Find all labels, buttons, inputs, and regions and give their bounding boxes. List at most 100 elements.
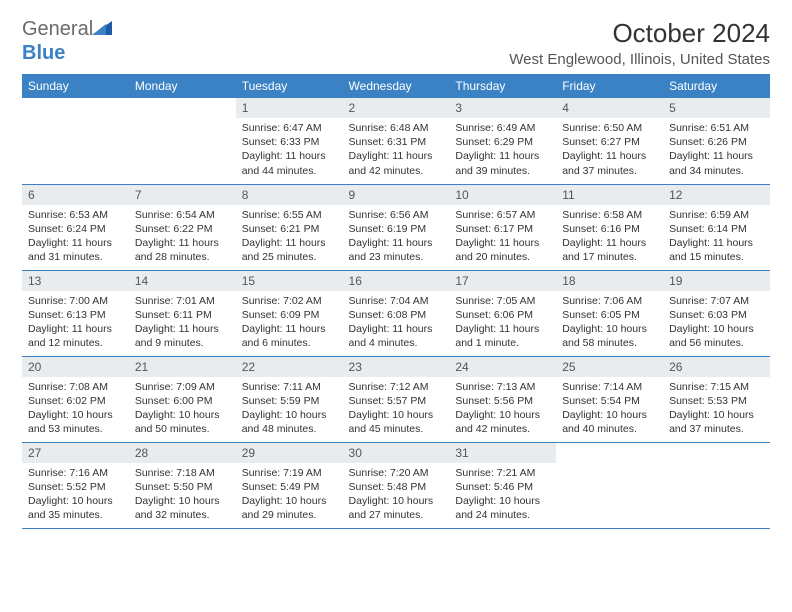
calendar-week-row: 13Sunrise: 7:00 AMSunset: 6:13 PMDayligh…: [22, 270, 770, 356]
weekday-header: Saturday: [663, 74, 770, 98]
day-number: 24: [449, 357, 556, 377]
day-number: 19: [663, 271, 770, 291]
calendar-cell: 24Sunrise: 7:13 AMSunset: 5:56 PMDayligh…: [449, 356, 556, 442]
day-number: 9: [343, 185, 450, 205]
day-number: 6: [22, 185, 129, 205]
day-number: 27: [22, 443, 129, 463]
calendar-week-row: 27Sunrise: 7:16 AMSunset: 5:52 PMDayligh…: [22, 442, 770, 528]
day-content: Sunrise: 7:02 AMSunset: 6:09 PMDaylight:…: [236, 291, 343, 356]
day-content: Sunrise: 6:57 AMSunset: 6:17 PMDaylight:…: [449, 205, 556, 270]
calendar-cell: 22Sunrise: 7:11 AMSunset: 5:59 PMDayligh…: [236, 356, 343, 442]
weekday-header: Tuesday: [236, 74, 343, 98]
day-number: 28: [129, 443, 236, 463]
day-number: 10: [449, 185, 556, 205]
calendar-cell: 7Sunrise: 6:54 AMSunset: 6:22 PMDaylight…: [129, 184, 236, 270]
day-number: 4: [556, 98, 663, 118]
calendar-table: SundayMondayTuesdayWednesdayThursdayFrid…: [22, 74, 770, 529]
calendar-cell: 28Sunrise: 7:18 AMSunset: 5:50 PMDayligh…: [129, 442, 236, 528]
day-content: Sunrise: 7:09 AMSunset: 6:00 PMDaylight:…: [129, 377, 236, 442]
day-number: 21: [129, 357, 236, 377]
day-number: 22: [236, 357, 343, 377]
day-number: 18: [556, 271, 663, 291]
day-content: Sunrise: 7:08 AMSunset: 6:02 PMDaylight:…: [22, 377, 129, 442]
day-number: 16: [343, 271, 450, 291]
calendar-cell: 30Sunrise: 7:20 AMSunset: 5:48 PMDayligh…: [343, 442, 450, 528]
day-number: 12: [663, 185, 770, 205]
day-content: Sunrise: 6:51 AMSunset: 6:26 PMDaylight:…: [663, 118, 770, 183]
day-content: Sunrise: 7:07 AMSunset: 6:03 PMDaylight:…: [663, 291, 770, 356]
day-content: Sunrise: 7:01 AMSunset: 6:11 PMDaylight:…: [129, 291, 236, 356]
weekday-header: Monday: [129, 74, 236, 98]
day-number: 7: [129, 185, 236, 205]
logo: General Blue: [22, 18, 112, 65]
day-number: 30: [343, 443, 450, 463]
calendar-cell: 25Sunrise: 7:14 AMSunset: 5:54 PMDayligh…: [556, 356, 663, 442]
day-content: Sunrise: 6:55 AMSunset: 6:21 PMDaylight:…: [236, 205, 343, 270]
calendar-cell: 26Sunrise: 7:15 AMSunset: 5:53 PMDayligh…: [663, 356, 770, 442]
day-content: Sunrise: 6:54 AMSunset: 6:22 PMDaylight:…: [129, 205, 236, 270]
day-content: Sunrise: 7:11 AMSunset: 5:59 PMDaylight:…: [236, 377, 343, 442]
calendar-body: 1Sunrise: 6:47 AMSunset: 6:33 PMDaylight…: [22, 98, 770, 528]
calendar-cell: 6Sunrise: 6:53 AMSunset: 6:24 PMDaylight…: [22, 184, 129, 270]
day-content: Sunrise: 7:13 AMSunset: 5:56 PMDaylight:…: [449, 377, 556, 442]
day-number: 11: [556, 185, 663, 205]
day-content: Sunrise: 6:56 AMSunset: 6:19 PMDaylight:…: [343, 205, 450, 270]
logo-blue-text: Blue: [22, 42, 65, 64]
calendar-week-row: 6Sunrise: 6:53 AMSunset: 6:24 PMDaylight…: [22, 184, 770, 270]
logo-general-text: General: [22, 18, 93, 40]
calendar-cell: 3Sunrise: 6:49 AMSunset: 6:29 PMDaylight…: [449, 98, 556, 184]
day-number: 5: [663, 98, 770, 118]
day-content: Sunrise: 6:49 AMSunset: 6:29 PMDaylight:…: [449, 118, 556, 183]
day-number: 2: [343, 98, 450, 118]
calendar-cell: 17Sunrise: 7:05 AMSunset: 6:06 PMDayligh…: [449, 270, 556, 356]
day-content: Sunrise: 7:05 AMSunset: 6:06 PMDaylight:…: [449, 291, 556, 356]
day-content: Sunrise: 7:20 AMSunset: 5:48 PMDaylight:…: [343, 463, 450, 528]
day-number: 1: [236, 98, 343, 118]
day-content: Sunrise: 6:47 AMSunset: 6:33 PMDaylight:…: [236, 118, 343, 183]
day-number: 23: [343, 357, 450, 377]
day-number: 15: [236, 271, 343, 291]
day-number: 14: [129, 271, 236, 291]
calendar-cell: 31Sunrise: 7:21 AMSunset: 5:46 PMDayligh…: [449, 442, 556, 528]
calendar-cell: 15Sunrise: 7:02 AMSunset: 6:09 PMDayligh…: [236, 270, 343, 356]
day-content: Sunrise: 6:48 AMSunset: 6:31 PMDaylight:…: [343, 118, 450, 183]
calendar-cell: 29Sunrise: 7:19 AMSunset: 5:49 PMDayligh…: [236, 442, 343, 528]
calendar-cell: 20Sunrise: 7:08 AMSunset: 6:02 PMDayligh…: [22, 356, 129, 442]
weekday-header: Thursday: [449, 74, 556, 98]
day-content: Sunrise: 7:12 AMSunset: 5:57 PMDaylight:…: [343, 377, 450, 442]
day-number: 3: [449, 98, 556, 118]
day-content: Sunrise: 7:04 AMSunset: 6:08 PMDaylight:…: [343, 291, 450, 356]
day-content: Sunrise: 6:59 AMSunset: 6:14 PMDaylight:…: [663, 205, 770, 270]
calendar-week-row: 20Sunrise: 7:08 AMSunset: 6:02 PMDayligh…: [22, 356, 770, 442]
day-content: Sunrise: 7:16 AMSunset: 5:52 PMDaylight:…: [22, 463, 129, 528]
day-content: Sunrise: 6:53 AMSunset: 6:24 PMDaylight:…: [22, 205, 129, 270]
weekday-header-row: SundayMondayTuesdayWednesdayThursdayFrid…: [22, 74, 770, 98]
day-content: Sunrise: 7:14 AMSunset: 5:54 PMDaylight:…: [556, 377, 663, 442]
day-number: 13: [22, 271, 129, 291]
day-number: 26: [663, 357, 770, 377]
day-content: Sunrise: 7:15 AMSunset: 5:53 PMDaylight:…: [663, 377, 770, 442]
calendar-cell: [556, 442, 663, 528]
calendar-cell: 2Sunrise: 6:48 AMSunset: 6:31 PMDaylight…: [343, 98, 450, 184]
calendar-cell: 8Sunrise: 6:55 AMSunset: 6:21 PMDaylight…: [236, 184, 343, 270]
calendar-cell: 18Sunrise: 7:06 AMSunset: 6:05 PMDayligh…: [556, 270, 663, 356]
location-text: West Englewood, Illinois, United States: [509, 51, 770, 68]
day-number: 25: [556, 357, 663, 377]
calendar-cell: 14Sunrise: 7:01 AMSunset: 6:11 PMDayligh…: [129, 270, 236, 356]
calendar-cell: 1Sunrise: 6:47 AMSunset: 6:33 PMDaylight…: [236, 98, 343, 184]
month-title: October 2024: [509, 18, 770, 49]
day-number: 17: [449, 271, 556, 291]
calendar-cell: 19Sunrise: 7:07 AMSunset: 6:03 PMDayligh…: [663, 270, 770, 356]
calendar-cell: 21Sunrise: 7:09 AMSunset: 6:00 PMDayligh…: [129, 356, 236, 442]
calendar-cell: 5Sunrise: 6:51 AMSunset: 6:26 PMDaylight…: [663, 98, 770, 184]
calendar-cell: 13Sunrise: 7:00 AMSunset: 6:13 PMDayligh…: [22, 270, 129, 356]
weekday-header: Friday: [556, 74, 663, 98]
day-number: 31: [449, 443, 556, 463]
calendar-cell: [663, 442, 770, 528]
calendar-cell: 4Sunrise: 6:50 AMSunset: 6:27 PMDaylight…: [556, 98, 663, 184]
calendar-cell: 9Sunrise: 6:56 AMSunset: 6:19 PMDaylight…: [343, 184, 450, 270]
day-content: Sunrise: 7:00 AMSunset: 6:13 PMDaylight:…: [22, 291, 129, 356]
calendar-cell: 10Sunrise: 6:57 AMSunset: 6:17 PMDayligh…: [449, 184, 556, 270]
weekday-header: Sunday: [22, 74, 129, 98]
day-number: 29: [236, 443, 343, 463]
